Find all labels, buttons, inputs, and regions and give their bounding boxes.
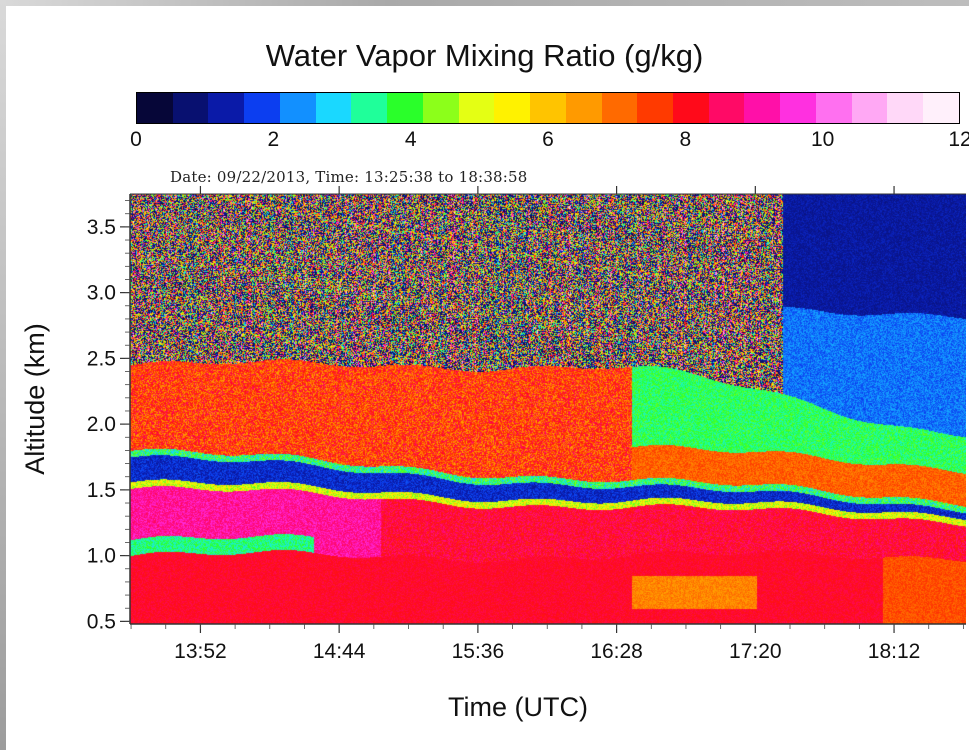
colorbar-swatch [780,93,816,123]
colorbar-title: Water Vapor Mixing Ratio (g/kg) [265,38,704,73]
colorbar-swatch [923,93,959,123]
colorbar-swatch [351,93,388,123]
x-tick-label: 14:44 [313,640,366,663]
colorbar-swatch [208,93,245,123]
colorbar-swatch [851,93,888,123]
y-tick-label: 3.0 [87,282,116,305]
y-tick-label: 2.0 [87,413,116,436]
y-tick-label: 1.0 [87,545,116,568]
colorbar-swatch [279,93,316,123]
colorbar-tick-label: 8 [679,128,692,151]
colorbar-swatch [387,93,423,123]
heatmap-image [130,194,966,624]
colorbar-swatch [565,93,602,123]
y-tick-label: 3.5 [87,216,116,239]
colorbar-swatch [815,93,852,123]
colorbar-swatch [172,93,209,123]
y-tick-label: 0.5 [87,610,116,633]
colorbar-tick-label: 4 [404,128,417,151]
colorbar-swatch [244,93,280,123]
colorbar-swatch [708,93,745,123]
colorbar-swatch [315,93,352,123]
colorbar-swatch [422,93,459,123]
colorbar-swatch [137,93,173,123]
colorbar-swatch [887,93,924,123]
y-axis-label: Altitude (km) [20,323,50,475]
y-tick-label: 1.5 [87,479,116,502]
slide-frame-left [0,0,6,750]
date-time-subtitle: Date: 09/22/2013, Time: 13:25:38 to 18:3… [170,168,528,186]
x-tick-label: 16:28 [590,640,643,663]
x-tick-label: 18:12 [868,640,921,663]
colorbar-tick-label: 0 [130,128,142,151]
colorbar-swatch [673,93,709,123]
colorbar-tick-label: 12 [948,128,969,151]
colorbar-swatch [458,93,495,123]
colorbar-swatch [601,93,638,123]
colorbar-swatch [530,93,566,123]
colorbar-swatch [494,93,531,123]
colorbar [136,92,960,124]
colorbar-swatch [744,93,781,123]
y-tick-label: 2.5 [87,347,116,370]
colorbar-tick-label: 10 [810,128,835,151]
slide-frame-top [0,0,969,6]
x-tick-label: 15:36 [452,640,505,663]
colorbar-tick-label: 2 [267,128,280,151]
x-tick-label: 17:20 [729,640,782,663]
x-tick-label: 13:52 [174,640,227,663]
colorbar-tick-label: 6 [542,128,554,151]
x-axis-label: Time (UTC) [448,692,588,722]
colorbar-swatch [637,93,674,123]
